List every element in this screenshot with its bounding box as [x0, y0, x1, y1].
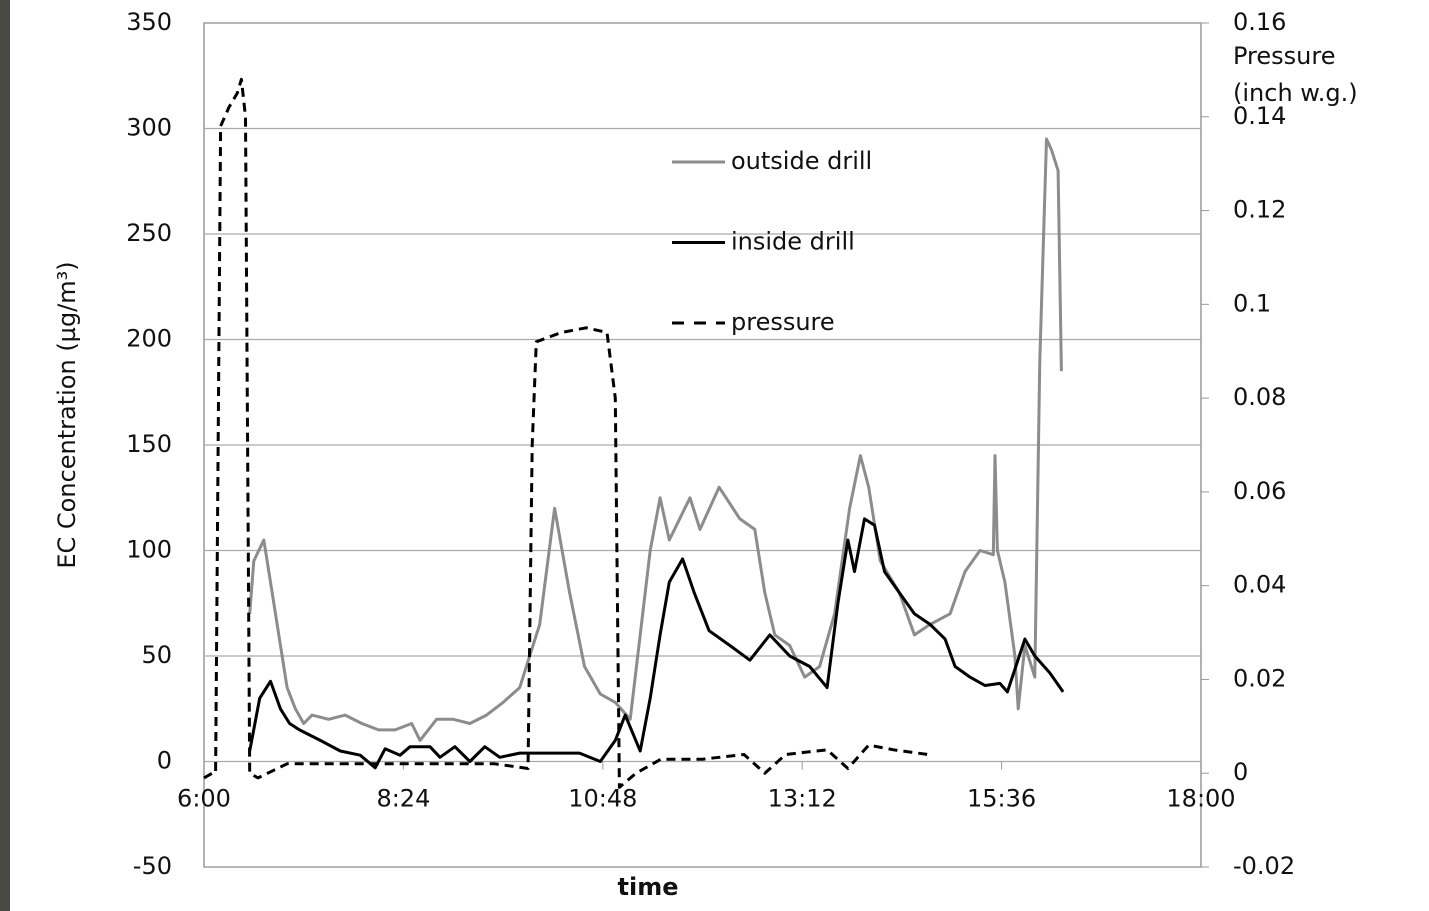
y2-axis-title: Pressure: [1233, 42, 1335, 70]
y2-tick-label: 0.14: [1233, 102, 1286, 130]
y2-tick-label: 0.1: [1233, 289, 1271, 317]
x-tick-label: 15:36: [967, 785, 1036, 813]
x-axis-title: time: [618, 873, 679, 901]
background-edge: [0, 0, 10, 911]
y2-tick-label: 0.16: [1233, 8, 1286, 36]
legend-label: inside drill: [731, 228, 855, 256]
y2-tick-label: 0.06: [1233, 477, 1286, 505]
legend-label: outside drill: [731, 147, 872, 175]
y-tick-label: -50: [133, 852, 172, 880]
y-tick-label: 0: [157, 747, 172, 775]
y2-tick-label: 0.08: [1233, 383, 1286, 411]
y-tick-label: 350: [126, 8, 172, 36]
y2-tick-label: -0.02: [1233, 852, 1295, 880]
series-line: [203, 77, 928, 789]
x-tick-label: 18:00: [1166, 785, 1235, 813]
x-tick-label: 6:00: [177, 785, 231, 813]
y2-tick-label: 0: [1233, 758, 1248, 786]
y-tick-label: 50: [141, 641, 172, 669]
legend-label: pressure: [731, 308, 835, 336]
y2-tick-label: 0.02: [1233, 664, 1286, 692]
x-tick-label: 8:24: [376, 785, 430, 813]
y-tick-label: 300: [126, 114, 172, 142]
y-tick-label: 250: [126, 219, 172, 247]
y-tick-label: 100: [126, 536, 172, 564]
series-line: [248, 517, 1065, 770]
y-tick-label: 150: [126, 430, 172, 458]
y2-tick-label: 0.04: [1233, 571, 1286, 599]
y-axis-title: EC Concentration (µg/m³): [53, 261, 81, 568]
y2-axis-title: (inch w.g.): [1233, 79, 1358, 107]
y-tick-label: 200: [126, 325, 172, 353]
x-tick-label: 13:12: [768, 785, 837, 813]
x-tick-label: 10:48: [568, 785, 637, 813]
series-line: [248, 137, 1063, 742]
y2-tick-label: 0.12: [1233, 196, 1286, 224]
